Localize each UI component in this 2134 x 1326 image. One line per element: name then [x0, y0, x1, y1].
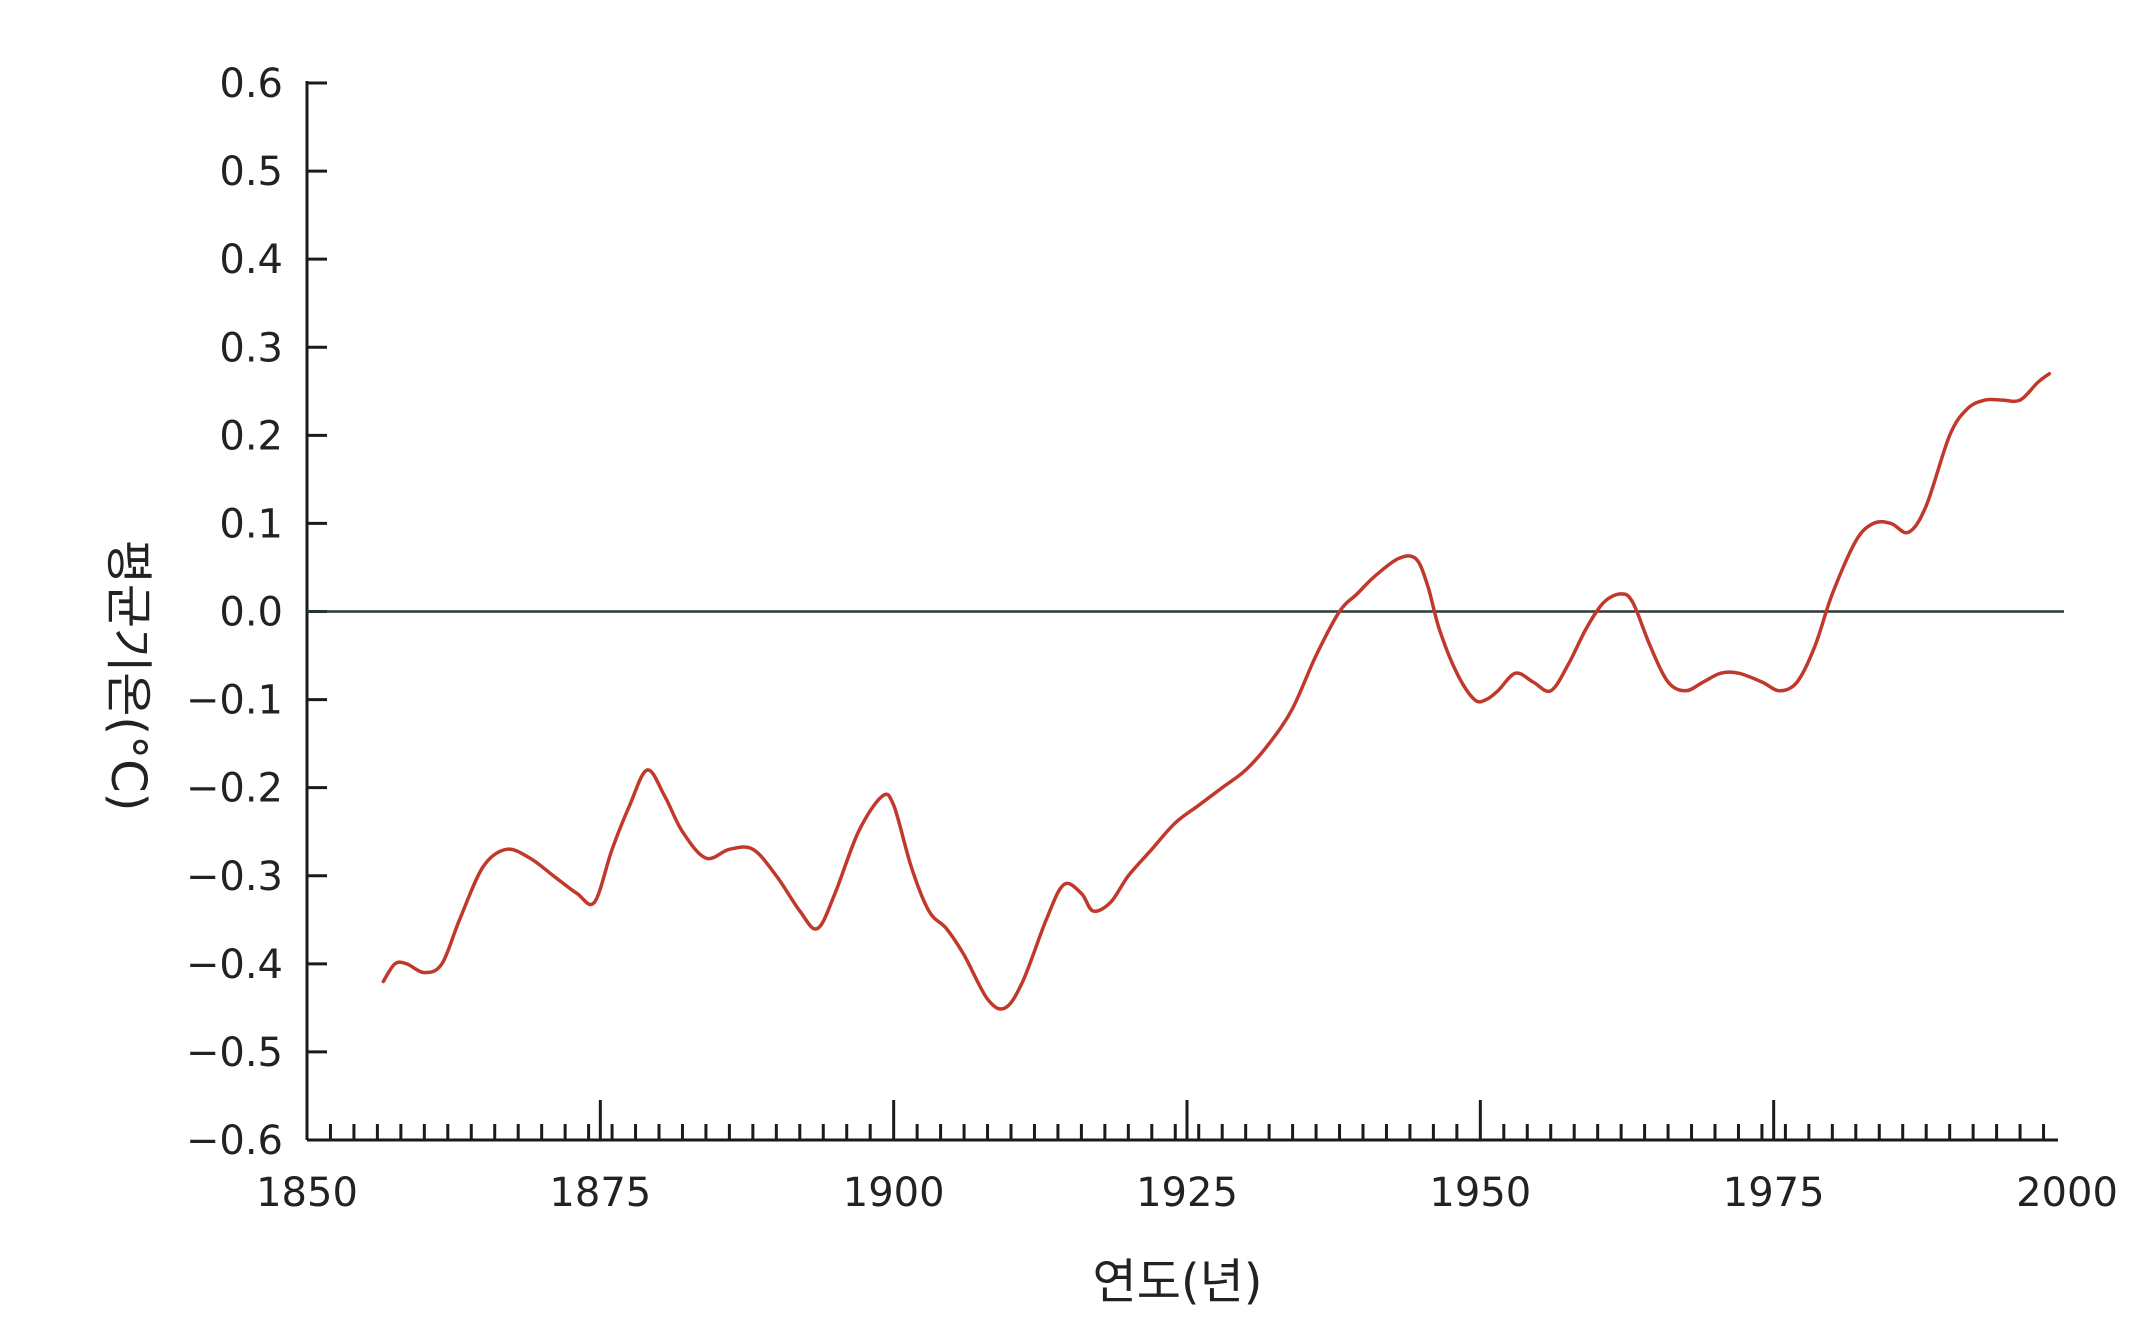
y-tick-label: 0.0	[219, 590, 283, 636]
y-tick-label: 0.6	[219, 61, 283, 107]
axes-layer: 0.6 0.5 0.4 0.3 0.2 0.1 0.0 −0.1 −0.2 −0.3 −0.4 −0.…	[186, 61, 2118, 1216]
x-tick-label: 1975	[1723, 1170, 1825, 1216]
x-tick-label: 1875	[549, 1170, 651, 1216]
x-axis-title: 연도(년)	[1093, 1254, 1263, 1310]
y-tick-label: 0.2	[219, 413, 283, 459]
x-tick-label: 1900	[843, 1170, 945, 1216]
y-tick-label: −0.1	[186, 678, 283, 724]
y-tick-label: −0.6	[186, 1118, 283, 1164]
x-tick-label: 1850	[256, 1170, 358, 1216]
x-tick-label: 2000	[2016, 1170, 2118, 1216]
x-tick-label: 1925	[1136, 1170, 1238, 1216]
y-tick-label: 0.4	[219, 237, 283, 283]
y-axis-title: 평균기온(°C)	[100, 540, 156, 812]
x-tick-label: 1950	[1429, 1170, 1531, 1216]
temperature-series-line-0	[381, 371, 2052, 1011]
y-tick-label: −0.4	[186, 942, 283, 988]
series-layer	[381, 371, 2052, 1011]
y-tick-label: −0.3	[186, 854, 283, 900]
labels-layer: 연도(년) 평균기온(°C)	[100, 540, 1262, 1310]
y-tick-label: −0.2	[186, 766, 283, 812]
y-tick-label: −0.5	[186, 1030, 283, 1076]
y-tick-label: 0.3	[219, 325, 283, 371]
y-tick-label: 0.5	[219, 149, 283, 195]
y-tick-label: 0.1	[219, 501, 283, 547]
